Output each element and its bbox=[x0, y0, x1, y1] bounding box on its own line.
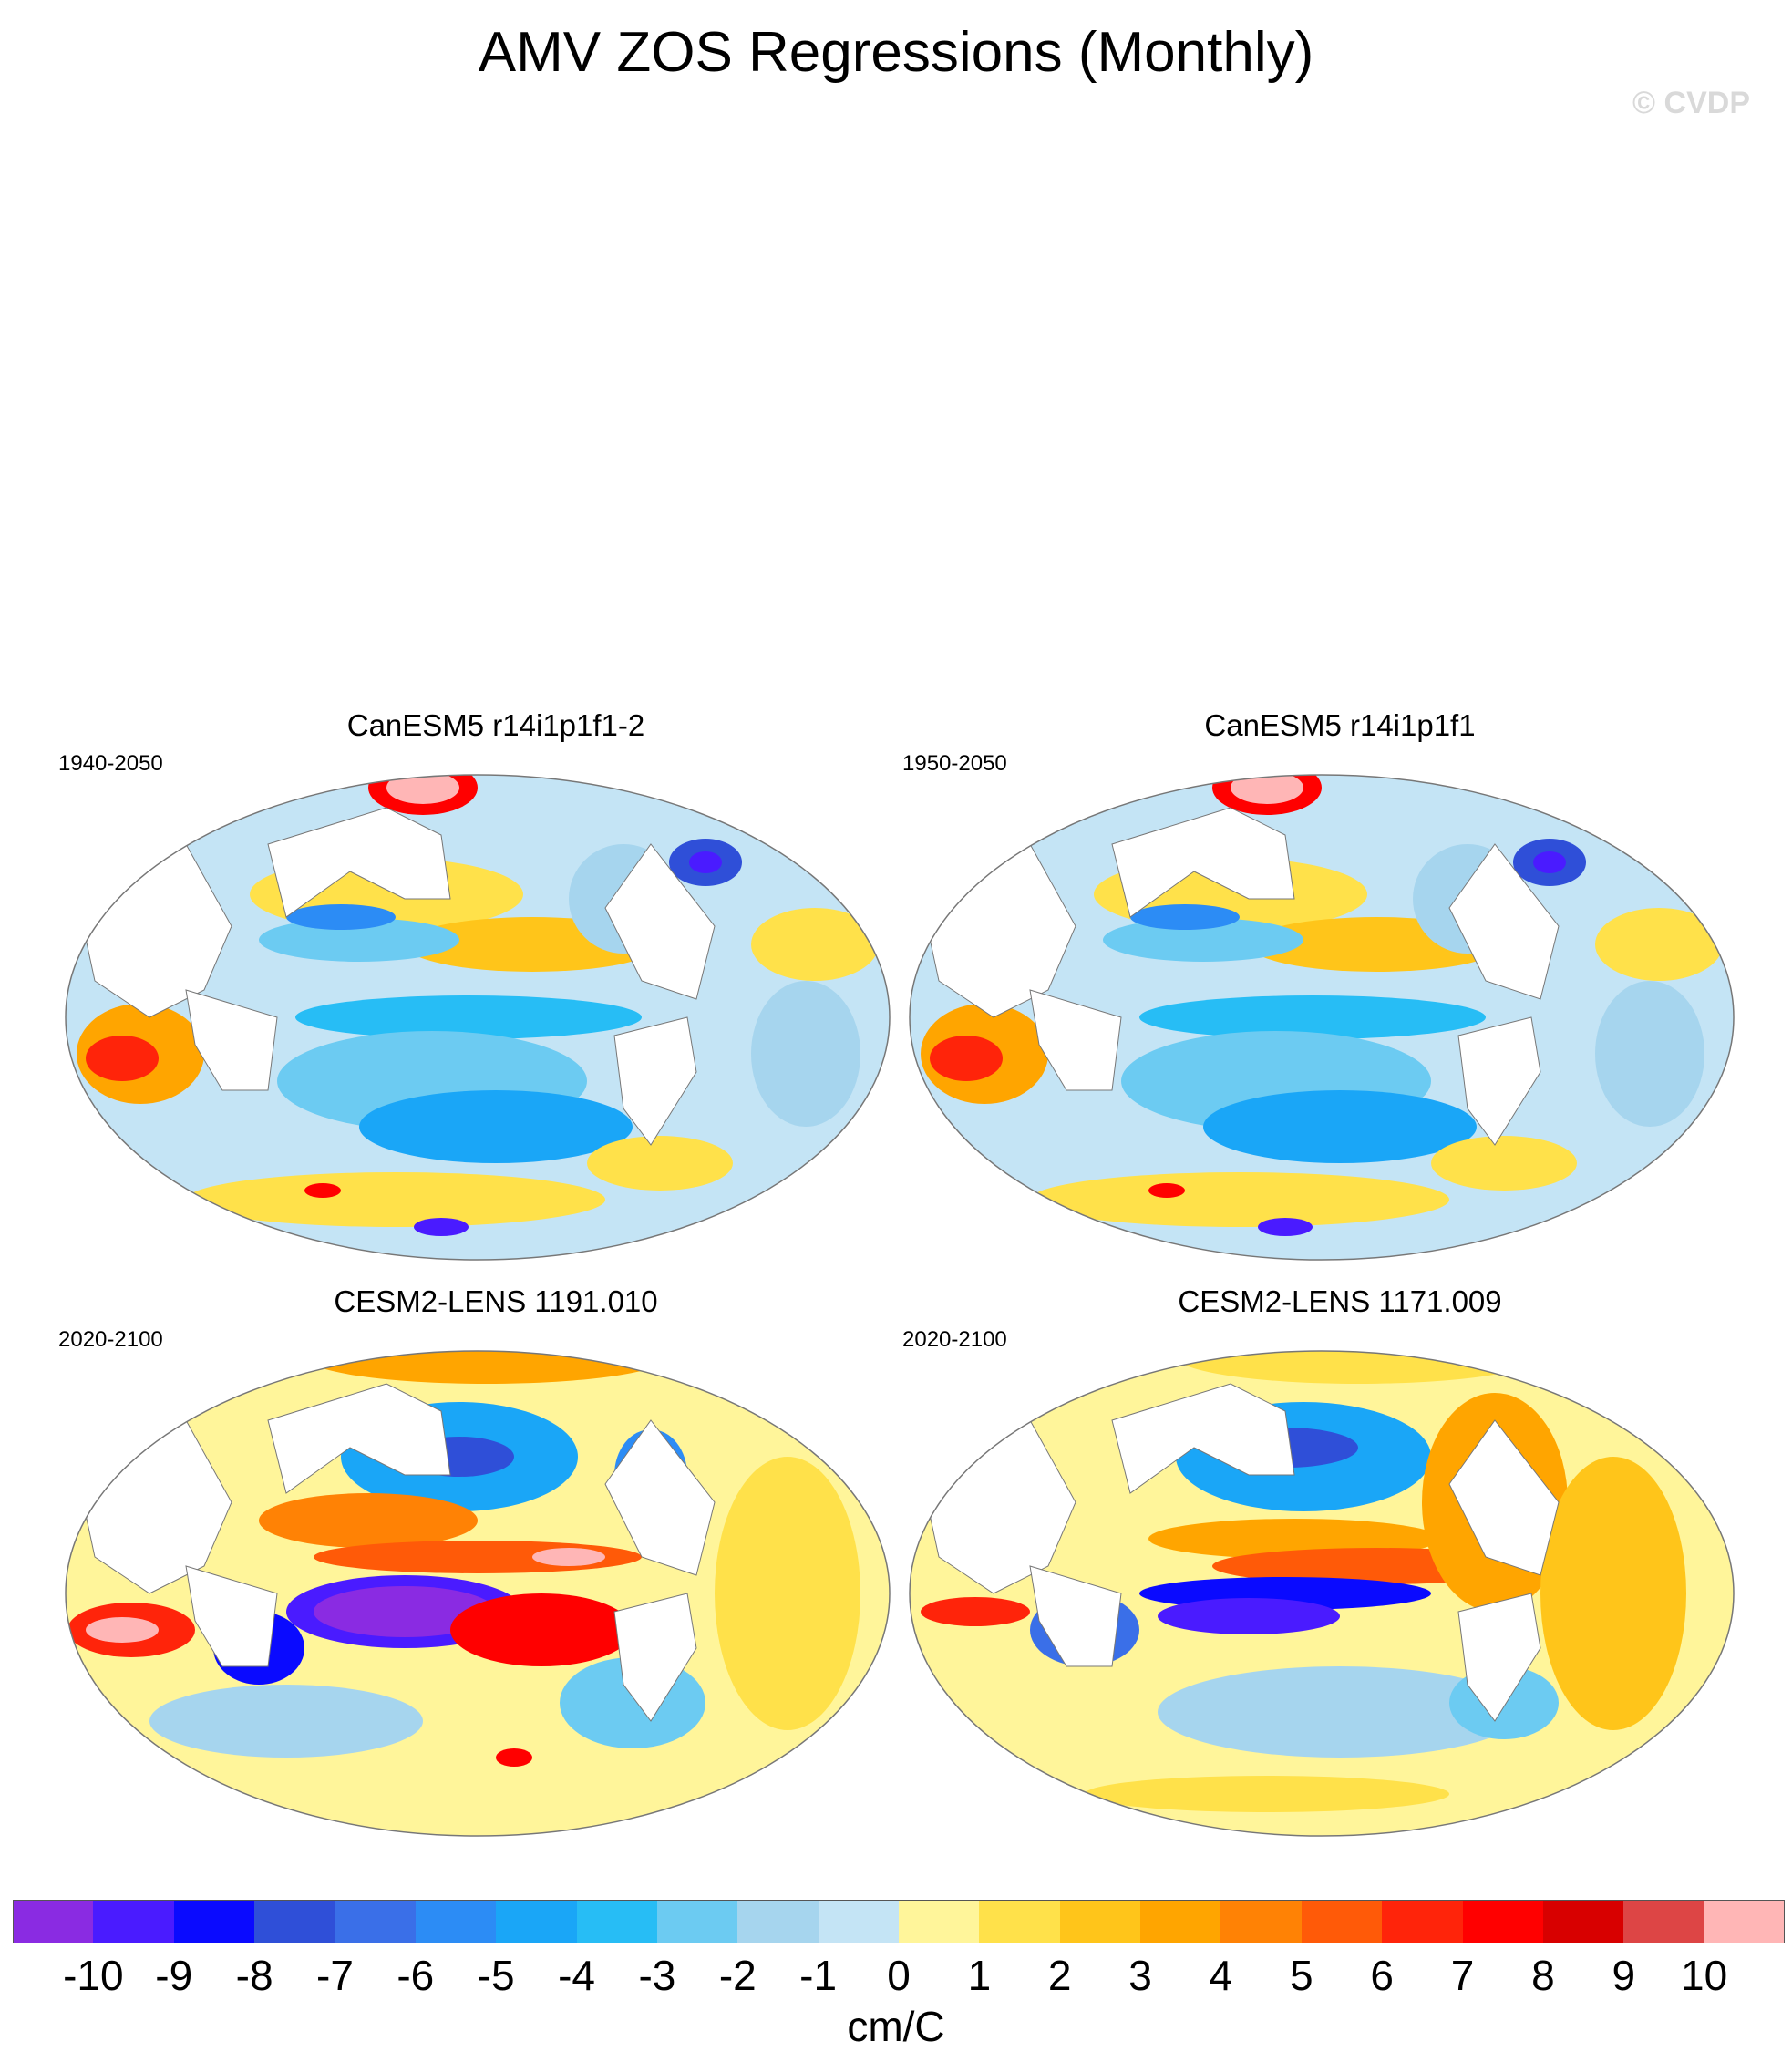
colorbar-tick-label: -9 bbox=[155, 1952, 193, 1999]
colorbar-tick-label: 7 bbox=[1450, 1952, 1475, 1999]
colorbar-tick-label: 2 bbox=[1047, 1952, 1072, 1999]
colorbar-segment bbox=[1462, 1900, 1544, 1943]
colorbar-units-label: cm/C bbox=[847, 2003, 945, 2050]
panel-title: CanESM5 r14i1p1f1-2 bbox=[346, 708, 645, 742]
colorbar-segment bbox=[1623, 1900, 1705, 1943]
colorbar-tick-label: 0 bbox=[887, 1952, 911, 1999]
colorbar-segment bbox=[899, 1900, 980, 1943]
colorbar bbox=[13, 1900, 1786, 1943]
colorbar-segment bbox=[1220, 1900, 1303, 1943]
colorbar-segment bbox=[496, 1900, 578, 1943]
colorbar-tick-label: 9 bbox=[1612, 1952, 1636, 1999]
colorbar-tick-label: 1 bbox=[967, 1952, 992, 1999]
panel-years: 2020-2100 bbox=[902, 1327, 1007, 1352]
colorbar-segment bbox=[173, 1900, 255, 1943]
regression-map bbox=[909, 1350, 1735, 1837]
map-panel-canesm5-r14i1p1f1-2: CanESM5 r14i1p1f1-2 1940-2050 bbox=[58, 707, 933, 1291]
panel-years: 2020-2100 bbox=[58, 1327, 163, 1352]
colorbar-tick-label: 8 bbox=[1531, 1952, 1555, 1999]
colorbar-segment bbox=[415, 1900, 497, 1943]
colorbar-segment bbox=[1059, 1900, 1141, 1943]
colorbar-tick-label: -2 bbox=[718, 1952, 757, 1999]
colorbar-segment bbox=[1301, 1900, 1383, 1943]
colorbar-tick-label: -5 bbox=[477, 1952, 515, 1999]
panel-title: CanESM5 r14i1p1f1 bbox=[1204, 708, 1476, 742]
colorbar-tick-label: -1 bbox=[799, 1952, 838, 1999]
colorbar-segment bbox=[13, 1900, 94, 1943]
colorbar-segment bbox=[93, 1900, 175, 1943]
regression-map bbox=[909, 774, 1735, 1261]
colorbar-segment bbox=[576, 1900, 658, 1943]
map-panel-cesm2-lens-1171-009: CESM2-LENS 1171.009 2020-2100 bbox=[902, 1284, 1777, 1867]
colorbar-segment bbox=[818, 1900, 900, 1943]
panel-title: CESM2-LENS 1191.010 bbox=[334, 1284, 658, 1318]
regression-map bbox=[65, 1350, 891, 1837]
colorbar-tick-label: -10 bbox=[63, 1952, 124, 1999]
map-panel-canesm5-r14i1p1f1: CanESM5 r14i1p1f1 1950-2050 bbox=[902, 707, 1777, 1291]
regression-map bbox=[65, 774, 891, 1261]
cvdp-watermark: © CVDP bbox=[1632, 86, 1750, 120]
colorbar-tick-label: -6 bbox=[397, 1952, 435, 1999]
colorbar-tick-label: 10 bbox=[1681, 1952, 1728, 1999]
colorbar-segment bbox=[1542, 1900, 1624, 1943]
colorbar-tick-label: -8 bbox=[235, 1952, 273, 1999]
colorbar-tick-label: -3 bbox=[638, 1952, 676, 1999]
colorbar-tick-label: 4 bbox=[1209, 1952, 1233, 1999]
colorbar-segment bbox=[254, 1900, 335, 1943]
colorbar-segment bbox=[656, 1900, 738, 1943]
colorbar-segment bbox=[1382, 1900, 1464, 1943]
colorbar-tick-label: 3 bbox=[1128, 1952, 1152, 1999]
colorbar-segment bbox=[335, 1900, 417, 1943]
colorbar-tick-label: 5 bbox=[1290, 1952, 1313, 1999]
colorbar-segment bbox=[1140, 1900, 1221, 1943]
panel-years: 1940-2050 bbox=[58, 751, 163, 776]
colorbar-tick-label: -4 bbox=[558, 1952, 595, 1999]
colorbar-tick-label: 6 bbox=[1370, 1952, 1394, 1999]
colorbar-segment bbox=[737, 1900, 819, 1943]
figure-title: AMV ZOS Regressions (Monthly) bbox=[478, 21, 1314, 84]
map-panel-cesm2-lens-1191-010: CESM2-LENS 1191.010 2020-2100 bbox=[58, 1284, 933, 1867]
colorbar-segment bbox=[1704, 1900, 1786, 1943]
colorbar-tick-label: -7 bbox=[316, 1952, 354, 1999]
panel-years: 1950-2050 bbox=[902, 751, 1007, 776]
panel-title: CESM2-LENS 1171.009 bbox=[1178, 1284, 1502, 1318]
colorbar-segment bbox=[979, 1900, 1061, 1943]
